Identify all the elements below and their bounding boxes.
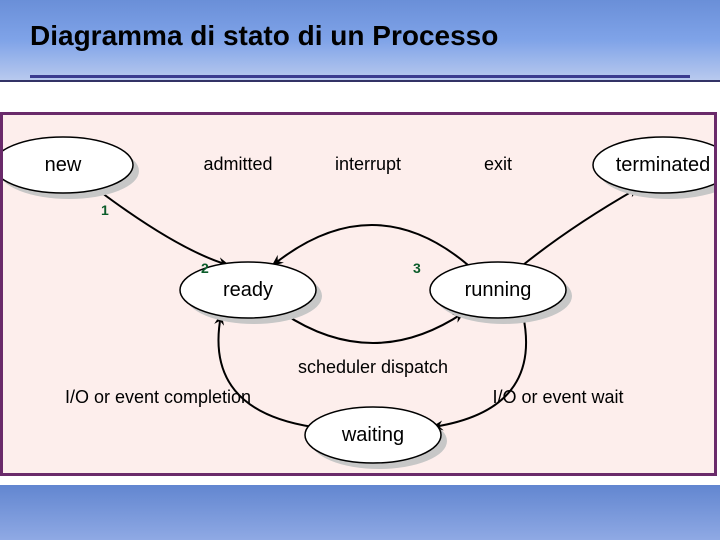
node-label-running: running xyxy=(465,279,532,301)
annotation-number-3: 3 xyxy=(413,260,421,276)
diagram-frame: admitted exit interrupt scheduler dispatch I… xyxy=(0,112,717,476)
edge-running-terminated xyxy=(523,188,638,265)
node-label-terminated: terminated xyxy=(616,154,711,176)
node-label-ready: ready xyxy=(223,279,273,301)
title-underline xyxy=(30,75,690,78)
edge-ready-running xyxy=(283,313,463,343)
node-label-new: new xyxy=(45,154,82,176)
edge-label-running-ready: interrupt xyxy=(335,154,401,174)
state-diagram: admitted exit interrupt scheduler dispatch I… xyxy=(3,115,714,473)
edge-label-ready-running: scheduler dispatch xyxy=(298,357,448,377)
edge-running-ready xyxy=(273,225,468,265)
edge-label-new-ready: admitted xyxy=(203,154,272,174)
node-label-waiting: waiting xyxy=(341,424,404,446)
annotation-number-2: 2 xyxy=(201,260,209,276)
page-title: Diagramma di stato di un Processo xyxy=(30,20,498,52)
annotation-number-1: 1 xyxy=(101,202,109,218)
edge-label-running-terminated: exit xyxy=(484,154,512,174)
edge-label-waiting-ready: I/O or event completion xyxy=(65,387,251,407)
edge-new-ready xyxy=(98,190,228,265)
footer-band xyxy=(0,485,720,540)
edge-label-running-waiting: I/O or event wait xyxy=(492,387,623,407)
